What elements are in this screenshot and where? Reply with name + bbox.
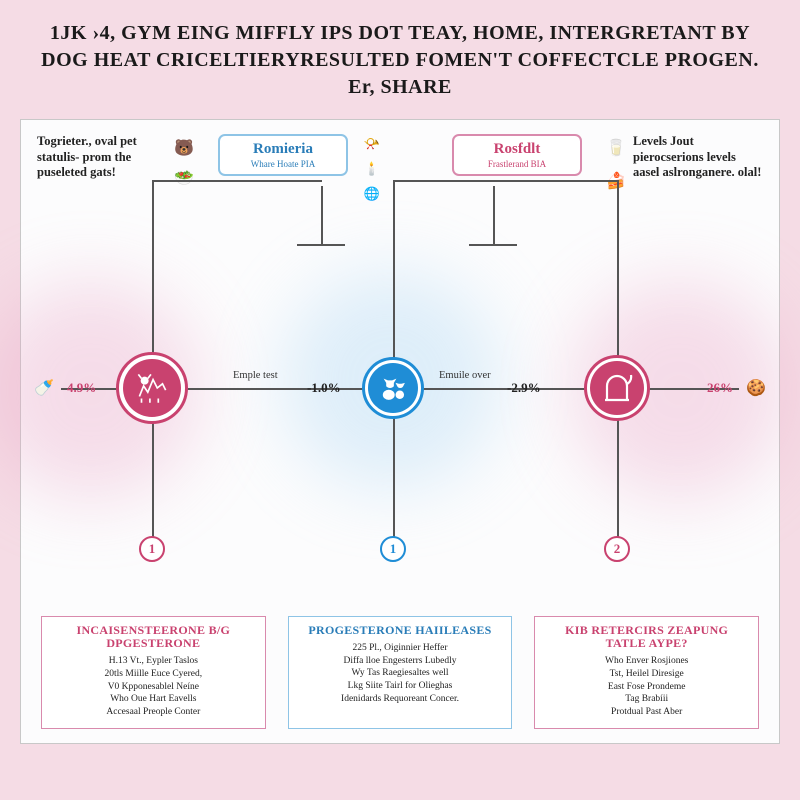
info-box-body: H.13 Vt., Eypler Taslos20tls Miille Euce…: [52, 655, 255, 719]
diagram: 🍼 🍪 4.9% -1.0% -2.9% 26% Emple test Emui…: [21, 210, 779, 573]
tag-title: Romieria: [234, 141, 332, 158]
dog-icon: [131, 367, 173, 409]
top-center: Romieria Whare Hoate PIA 📯 🕯️ 🌐 Rosfdlt …: [218, 134, 582, 204]
vline-down-left: [152, 420, 154, 550]
line-label-right: Emuile over: [439, 370, 491, 381]
badge-2-right: 2: [604, 536, 630, 562]
horn-icon: 📯: [362, 134, 382, 154]
header: 1JK ›4, GYM EING MIFFLY IPS DOT TEAY, HO…: [0, 0, 800, 119]
info-box-left: INCAISENSTEERONE B/G DPGESTERONE H.13 Vt…: [41, 616, 266, 729]
info-box-title: INCAISENSTEERONE B/G DPGESTERONE: [52, 624, 255, 650]
top-tick-r: [469, 244, 517, 246]
info-box-right: KIB RETERCIRS ZEAPUNG TATLE AYPE? Who En…: [534, 616, 759, 729]
node-center-inner: [368, 363, 418, 413]
pct-mid-left: -1.0%: [307, 380, 341, 396]
tag-sub: Whare Hoate PIA: [234, 159, 332, 169]
info-box-title: PROGESTERONE HAIILEASES: [299, 624, 502, 637]
line-label-left: Emple test: [233, 370, 278, 381]
bottle-icon: 🍼: [29, 373, 59, 403]
vline-center-l: [321, 186, 323, 244]
top-right-text: Levels Jout pierocserions levels aasel a…: [633, 134, 763, 204]
globe-icon: 🌐: [362, 184, 382, 204]
main-panel: Togrieter., oval pet statulis- prom the …: [20, 119, 780, 744]
top-conn-r: [393, 180, 617, 182]
node-right-inner: [590, 361, 644, 415]
top-tick-l: [297, 244, 345, 246]
pct-mid-right: -2.9%: [507, 380, 541, 396]
icon-cluster-left: 📯 🕯️ 🌐: [362, 134, 382, 204]
food-icon: 🥗: [171, 165, 197, 191]
bottom-boxes: INCAISENSTEERONE B/G DPGESTERONE H.13 Vt…: [41, 616, 759, 729]
info-box-body: Who Enver RosjionesTst, Heilel DiresigeE…: [545, 655, 748, 719]
info-box-body: 225 Pl., Oiginnier HefferDiffa lloe Enge…: [299, 642, 502, 706]
info-box-center: PROGESTERONE HAIILEASES 225 Pl., Oiginni…: [288, 616, 513, 729]
tag-sub: Frastlerand BIA: [468, 159, 566, 169]
badge-1-center: 1: [380, 536, 406, 562]
cats-icon: [376, 371, 410, 405]
node-right: [584, 355, 650, 421]
tag-rosfdlt: Rosfdlt Frastlerand BIA: [452, 134, 582, 176]
vline-down-right: [617, 418, 619, 550]
pct-far-left: 4.9%: [67, 380, 96, 396]
cookie-icon: 🍪: [741, 373, 771, 403]
node-left: [116, 352, 188, 424]
badge-1-left: 1: [139, 536, 165, 562]
arch-icon: [597, 368, 637, 408]
top-left-text: Togrieter., oval pet statulis- prom the …: [37, 134, 167, 204]
tag-title: Rosfdlt: [468, 141, 566, 158]
tag-romieria: Romieria Whare Hoate PIA: [218, 134, 348, 176]
page-title: 1JK ›4, GYM EING MIFFLY IPS DOT TEAY, HO…: [40, 20, 760, 101]
pct-far-right: 26%: [707, 380, 733, 396]
top-conn-l: [152, 180, 322, 182]
node-left-inner: [123, 359, 181, 417]
node-center: [362, 357, 424, 419]
candle-icon: 🕯️: [362, 159, 382, 179]
vline-down-center: [393, 416, 395, 550]
jar-icon: 🥛: [603, 135, 629, 161]
info-box-title: KIB RETERCIRS ZEAPUNG TATLE AYPE?: [545, 624, 748, 650]
top-row: Togrieter., oval pet statulis- prom the …: [21, 120, 779, 204]
bear-icon: 🐻: [171, 135, 197, 161]
vline-center-r: [493, 186, 495, 244]
